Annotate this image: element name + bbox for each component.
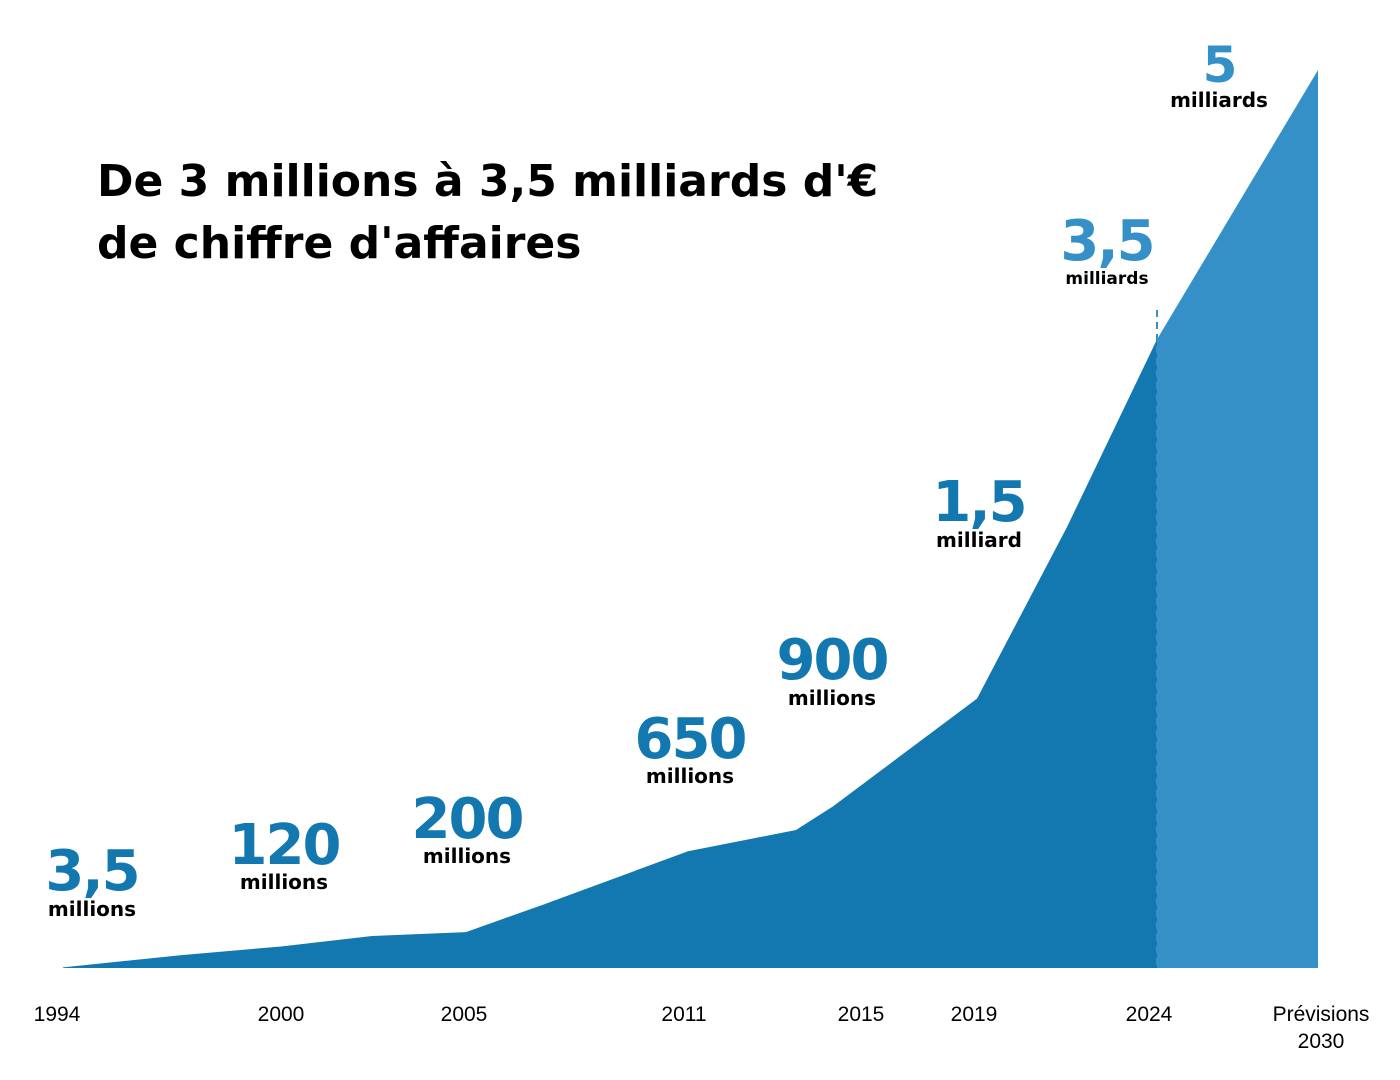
data-label-unit-1994: millions	[48, 897, 136, 921]
data-label-value-2030: 5	[1203, 36, 1236, 94]
data-label-value-2024: 3,5	[1060, 209, 1153, 274]
x-tick-2000: 2000	[258, 1003, 305, 1026]
data-label-unit-2011: millions	[646, 764, 734, 788]
data-label-value-2015: 900	[777, 628, 888, 693]
x-tick-2011: 2011	[661, 1003, 706, 1026]
x-tick-2019: 2019	[951, 1003, 998, 1026]
x-tick-2030: Prévisions 2030	[1273, 1003, 1370, 1053]
x-tick-2015: 2015	[838, 1003, 885, 1026]
data-label-unit-2024: milliards	[1065, 269, 1148, 289]
data-label-value-2000: 120	[229, 813, 340, 878]
chart-title-line-2: de chiffre d'affaires	[97, 218, 581, 269]
data-label-unit-2015: millions	[788, 686, 876, 710]
area-layer	[63, 70, 1318, 968]
x-tick-2005: 2005	[441, 1003, 488, 1026]
data-label-value-2011: 650	[635, 707, 746, 772]
data-label-unit-2030: milliards	[1170, 88, 1268, 112]
actual-revenue-area	[63, 339, 1157, 968]
x-axis-tick-labels: 1994 2000 2005 2011 2015 2019 2024 Prévisions 20…	[34, 1003, 1370, 1053]
x-tick-2024: 2024	[1126, 1003, 1173, 1026]
data-label-value-2005: 200	[412, 787, 523, 852]
chart-title-line-1: De 3 millions à 3,5 milliards d'€	[97, 156, 878, 207]
forecast-revenue-area	[1157, 70, 1318, 968]
data-label-unit-2005: millions	[423, 844, 511, 868]
x-tick-1994: 1994	[34, 1003, 81, 1026]
data-label-unit-2019: milliard	[936, 528, 1022, 552]
chart-title: De 3 millions à 3,5 milliards d'€ de chi…	[97, 156, 878, 269]
data-label-unit-2000: millions	[240, 870, 328, 894]
data-labels: 3,5millions120millions200millions650mill…	[45, 36, 1268, 921]
data-label-value-2019: 1,5	[932, 470, 1025, 535]
data-label-value-1994: 3,5	[45, 839, 138, 904]
